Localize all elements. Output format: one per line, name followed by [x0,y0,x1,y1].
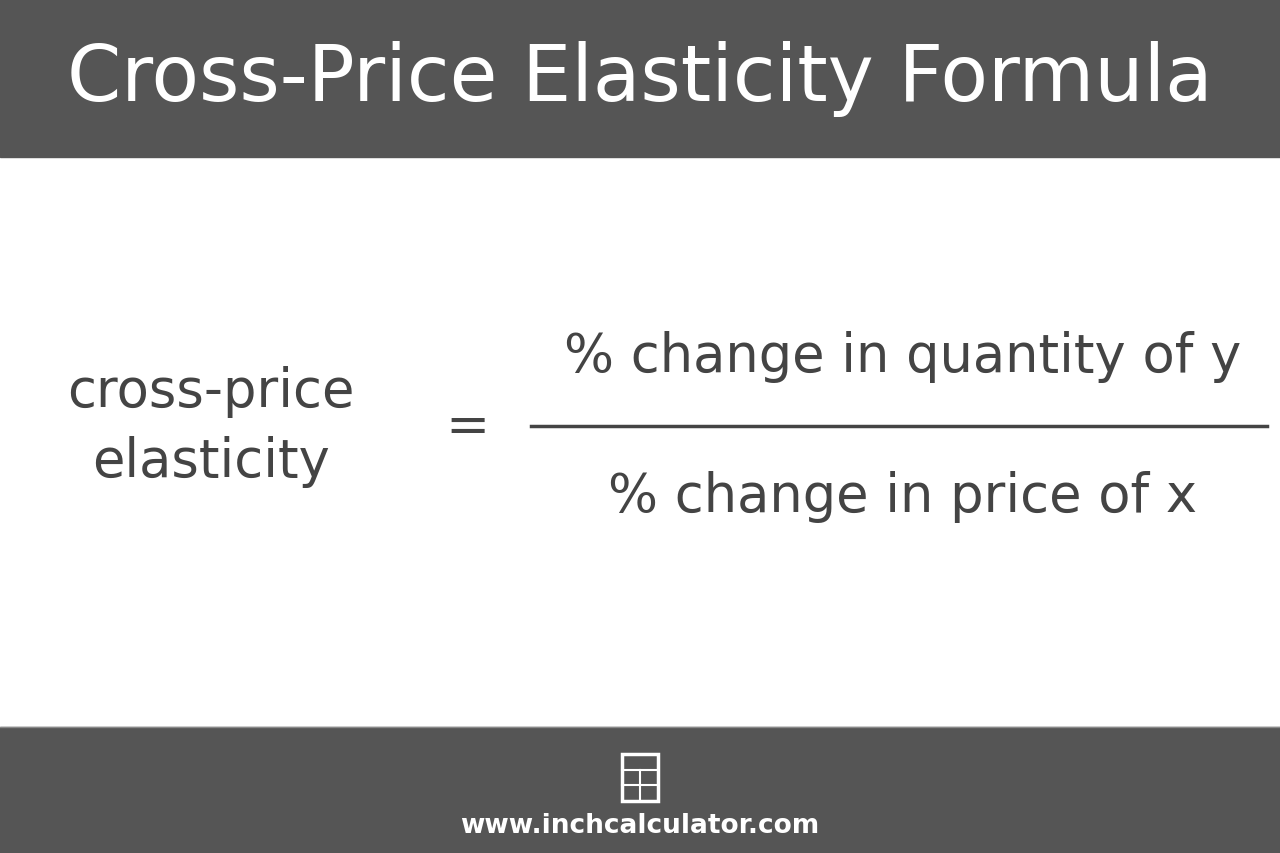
Text: =: = [445,401,489,452]
Text: % change in quantity of y: % change in quantity of y [563,331,1242,382]
Text: Cross-Price Elasticity Formula: Cross-Price Elasticity Formula [67,41,1213,117]
Text: elasticity: elasticity [92,436,330,488]
Text: % change in price of x: % change in price of x [608,471,1197,522]
Bar [0,0,1280,158]
Bar [0,727,1280,853]
Text: www.inchcalculator.com: www.inchcalculator.com [461,812,819,838]
Text: cross-price: cross-price [68,365,355,417]
